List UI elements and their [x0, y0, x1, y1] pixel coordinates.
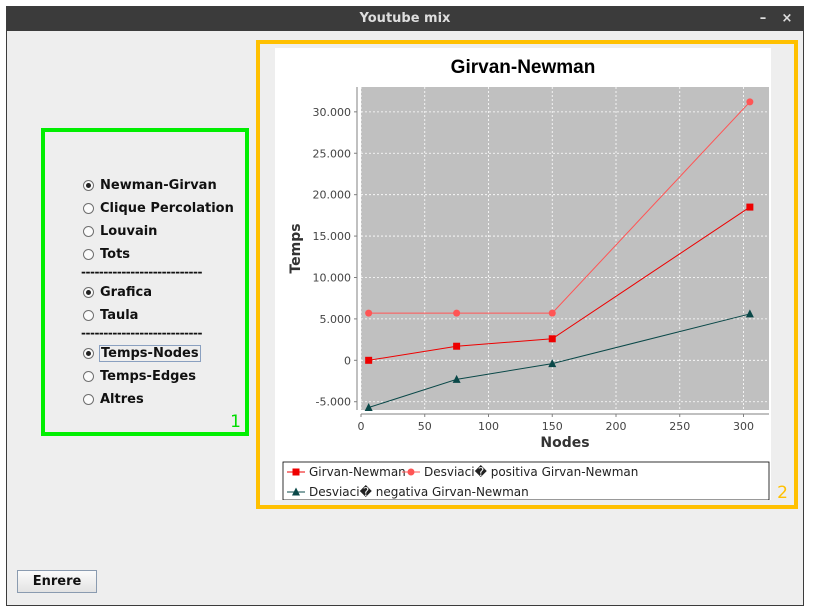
- x-tick-label: 100: [478, 420, 499, 433]
- legend-label: Desviaci� positiva Girvan-Newman: [424, 465, 638, 479]
- radio-label: Clique Percolation: [100, 200, 234, 216]
- radio-label: Altres: [100, 391, 144, 407]
- separator: ---------------------------: [81, 326, 202, 340]
- data-point-triangle: [548, 359, 557, 368]
- radio-button-icon[interactable]: [83, 347, 94, 359]
- radio-button-icon[interactable]: [83, 370, 94, 382]
- plot-background: [361, 87, 769, 410]
- close-button[interactable]: ×: [781, 11, 793, 26]
- radio-label: Temps-Edges: [100, 368, 196, 384]
- data-point-square: [365, 356, 373, 364]
- legend-marker-triangle: [292, 487, 300, 496]
- radio-label: Tots: [100, 246, 131, 262]
- x-tick-label: 200: [606, 420, 627, 433]
- legend-label: Girvan-Newman: [309, 465, 406, 479]
- x-tick-label: 250: [669, 420, 690, 433]
- panel-number-2: 2: [777, 483, 788, 503]
- x-tick-label: 150: [542, 420, 563, 433]
- radio-temps-nodes[interactable]: Temps-Nodes: [83, 343, 201, 363]
- legend-marker-circle: [407, 468, 415, 476]
- panel-number-1: 1: [230, 412, 241, 432]
- series-line-3: [368, 313, 750, 408]
- radio-taula[interactable]: Taula: [83, 305, 138, 325]
- radio-clique-percolation[interactable]: Clique Percolation: [83, 198, 234, 218]
- y-tick-label: 5.000: [320, 313, 352, 326]
- series-line-2: [368, 101, 751, 314]
- radio-label: Newman-Girvan: [100, 177, 217, 193]
- data-point-circle: [746, 98, 754, 106]
- minimize-button[interactable]: –: [759, 11, 767, 26]
- y-tick-label: 25.000: [313, 147, 352, 160]
- radio-button-icon[interactable]: [83, 393, 94, 405]
- radio-louvain[interactable]: Louvain: [83, 221, 157, 241]
- legend-label: Desviaci� negativa Girvan-Newman: [309, 485, 529, 499]
- data-point-circle: [365, 309, 373, 317]
- radio-button-icon[interactable]: [83, 248, 94, 260]
- radio-altres[interactable]: Altres: [83, 389, 144, 409]
- options-panel: Newman-Girvan Clique Percolation Louvain…: [41, 128, 249, 436]
- radio-button-icon[interactable]: [83, 225, 94, 237]
- radio-button-icon[interactable]: [83, 202, 94, 214]
- data-point-triangle: [745, 309, 754, 318]
- data-point-circle: [453, 309, 461, 317]
- title-bar: Youtube mix – ×: [7, 7, 803, 31]
- x-tick-label: 0: [358, 420, 365, 433]
- radio-grafica[interactable]: Grafica: [83, 282, 152, 302]
- y-tick-label: -5.000: [316, 396, 351, 409]
- y-tick-label: 30.000: [313, 106, 352, 119]
- radio-button-icon[interactable]: [83, 309, 94, 321]
- back-button[interactable]: Enrere: [17, 570, 97, 593]
- data-point-circle: [548, 309, 556, 317]
- y-tick-label: 15.000: [313, 230, 352, 243]
- radio-label: Louvain: [100, 223, 158, 239]
- data-point-triangle: [452, 374, 461, 383]
- radio-tots[interactable]: Tots: [83, 244, 130, 264]
- radio-label: Taula: [100, 307, 139, 323]
- x-tick-label: 300: [733, 420, 754, 433]
- y-tick-label: 10.000: [313, 271, 352, 284]
- x-tick-label: 50: [418, 420, 432, 433]
- window-title: Youtube mix: [359, 11, 451, 26]
- chart-panel-frame: 2: [256, 40, 798, 509]
- data-point-square: [548, 335, 556, 343]
- chart-area: Girvan-Newman 0 50 100 150 200 250 300 -5.000 0 5.…: [275, 48, 771, 501]
- data-point-square: [746, 203, 754, 211]
- radio-temps-edges[interactable]: Temps-Edges: [83, 366, 196, 386]
- data-point-triangle: [364, 403, 373, 412]
- data-point-square: [453, 342, 461, 350]
- app-window: Youtube mix – × Newman-Girvan Clique Per…: [6, 6, 804, 606]
- y-axis-label: Temps: [288, 223, 304, 273]
- line-chart: Girvan-Newman 0 50 100 150 200 250 300 -5.000 0 5.…: [282, 57, 770, 501]
- legend-marker-square: [292, 468, 300, 476]
- separator: ---------------------------: [81, 265, 202, 279]
- series-line-1: [368, 206, 751, 361]
- radio-button-icon[interactable]: [83, 179, 94, 191]
- radio-newman-girvan[interactable]: Newman-Girvan: [83, 175, 217, 195]
- radio-label: Temps-Nodes: [99, 344, 201, 362]
- y-tick-label: 20.000: [313, 189, 352, 202]
- radio-button-icon[interactable]: [83, 286, 94, 298]
- x-axis-label: Nodes: [540, 435, 589, 451]
- radio-label: Grafica: [100, 284, 152, 300]
- chart-title: Girvan-Newman: [451, 57, 596, 78]
- y-tick-label: 0: [344, 354, 351, 367]
